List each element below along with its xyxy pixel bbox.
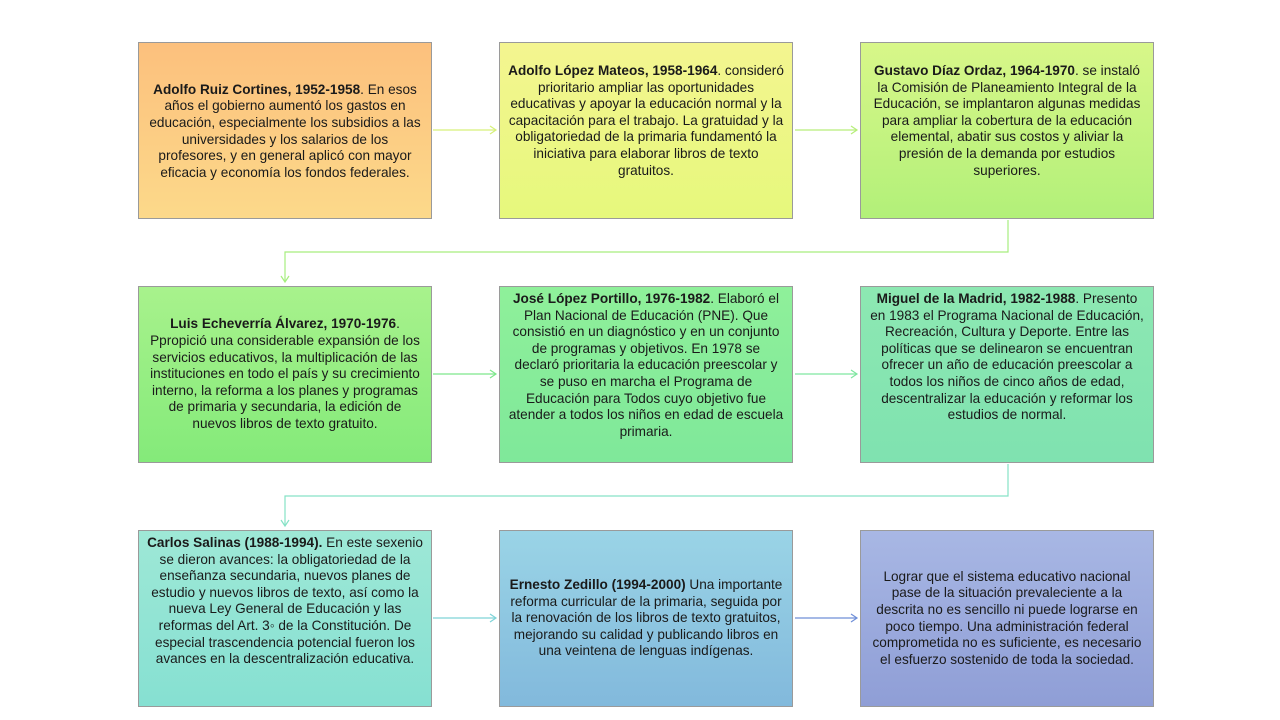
arrow-6-to-7 (280, 464, 1009, 528)
box-de-la-madrid: Miguel de la Madrid, 1982-1988. Presento… (860, 286, 1154, 463)
box-title: Luis Echeverría Álvarez, 1970-1976 (170, 316, 397, 332)
box-title: Ernesto Zedillo (1994-2000) (509, 577, 686, 593)
box-sep: . (717, 63, 722, 78)
box-echeverria: Luis Echeverría Álvarez, 1970-1976. Ppro… (138, 286, 432, 463)
box-ruiz-cortines: Adolfo Ruiz Cortines, 1952-1958. En esos… (138, 42, 432, 219)
box-diaz-ordaz: Gustavo Díaz Ordaz, 1964-1970. se instal… (860, 42, 1154, 219)
box-title: Adolfo Ruiz Cortines, 1952-1958 (153, 81, 361, 97)
box-body: Lograr que el sistema educativo nacional… (872, 568, 1142, 667)
arrow-3-to-4 (280, 220, 1009, 284)
box-lopez-portillo: José López Portillo, 1976-1982. Elaboró … (499, 286, 793, 463)
box-body: En esos años el gobierno aumentó los gas… (149, 81, 421, 180)
box-sep: . (396, 316, 400, 332)
box-body: Ppropició una considerable expansión de … (150, 333, 420, 431)
box-sep: . (1075, 291, 1080, 306)
box-salinas: Carlos Salinas (1988-1994). En este sexe… (138, 530, 432, 707)
box-body: En este sexenio se dieron avances: la ob… (151, 535, 423, 667)
box-body: Presento en 1983 el Programa Nacional de… (870, 291, 1144, 423)
box-title: Adolfo López Mateos, 1958-1964 (508, 63, 718, 78)
box-zedillo: Ernesto Zedillo (1994-2000) Una importan… (499, 530, 793, 707)
box-body: consideró prioritario ampliar las oportu… (508, 63, 784, 178)
box-body: se instaló la Comisión de Planeamiento I… (873, 63, 1141, 178)
box-body: Elaboró el Plan Nacional de Educación (P… (508, 291, 784, 439)
box-sep: . (360, 81, 364, 97)
box-lopez-mateos: Adolfo López Mateos, 1958-1964. consider… (499, 42, 793, 219)
box-body: Una importante reforma curricular de la … (510, 577, 783, 659)
box-conclusion: Lograr que el sistema educativo nacional… (860, 530, 1154, 707)
box-title: Miguel de la Madrid, 1982-1988 (876, 291, 1076, 306)
box-sep: . (710, 291, 714, 306)
box-sep: . (1074, 63, 1079, 78)
box-title: Gustavo Díaz Ordaz, 1964-1970 (874, 63, 1075, 78)
box-title: José López Portillo, 1976-1982 (513, 291, 711, 306)
box-title: Carlos Salinas (1988-1994). (147, 535, 323, 550)
